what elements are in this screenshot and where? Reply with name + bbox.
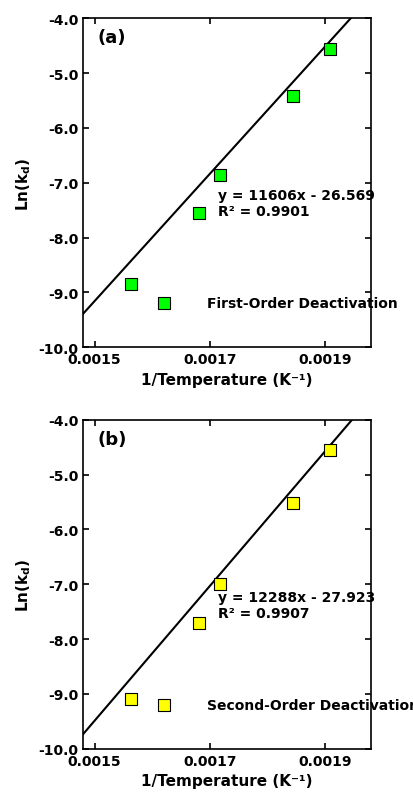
Text: First-Order Deactivation: First-Order Deactivation: [206, 297, 396, 311]
Point: [160, 298, 166, 310]
Y-axis label: Ln(k$_\mathregular{d}$): Ln(k$_\mathregular{d}$): [14, 157, 33, 210]
Text: Second-Order Deactivation: Second-Order Deactivation: [206, 698, 413, 712]
Y-axis label: Ln(k$_\mathregular{d}$): Ln(k$_\mathregular{d}$): [14, 558, 33, 611]
Point: [127, 693, 134, 706]
Point: [216, 169, 223, 182]
Point: [160, 699, 166, 711]
Point: [325, 43, 332, 56]
Point: [289, 497, 296, 510]
Point: [289, 91, 296, 103]
Text: y = 11606x - 26.569
R² = 0.9901: y = 11606x - 26.569 R² = 0.9901: [218, 189, 374, 219]
Point: [216, 578, 223, 591]
Point: [127, 278, 134, 291]
Text: (b): (b): [97, 430, 126, 448]
Text: y = 12288x - 27.923
R² = 0.9907: y = 12288x - 27.923 R² = 0.9907: [218, 590, 375, 620]
X-axis label: 1/Temperature (K⁻¹): 1/Temperature (K⁻¹): [141, 372, 312, 387]
Point: [195, 617, 202, 630]
X-axis label: 1/Temperature (K⁻¹): 1/Temperature (K⁻¹): [141, 773, 312, 788]
Point: [325, 444, 332, 457]
Point: [195, 207, 202, 220]
Text: (a): (a): [97, 29, 126, 47]
